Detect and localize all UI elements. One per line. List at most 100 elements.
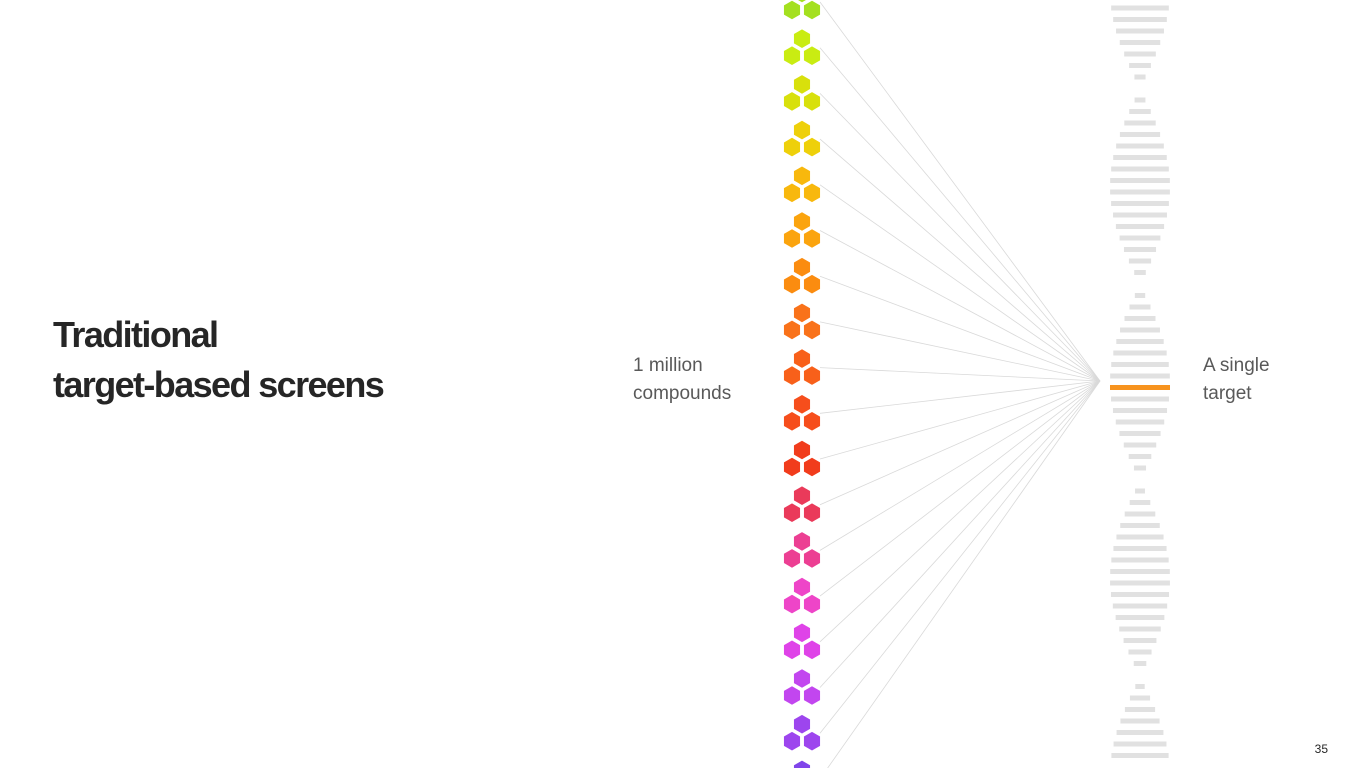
helix-rung (1129, 63, 1151, 68)
connection-line (819, 184, 1101, 382)
hexagon (783, 0, 801, 20)
connection-line (819, 230, 1101, 382)
slide-title-line-1: Traditional (53, 314, 219, 355)
helix-rung (1120, 327, 1160, 333)
hexagon (798, 0, 806, 3)
compound-hexagon-cluster-icon (783, 486, 821, 522)
hexagon (783, 503, 801, 522)
hexagon (793, 303, 811, 323)
hexagon (783, 412, 801, 431)
helix-rung (1110, 569, 1170, 574)
hexagon (803, 640, 821, 660)
helix-rung (1110, 592, 1170, 597)
connection-line (819, 138, 1101, 382)
hexagon (783, 229, 801, 248)
helix-rung (1110, 580, 1170, 586)
target-label-line-2: target (1203, 383, 1252, 404)
helix-rung (1116, 339, 1164, 344)
hexagon (803, 0, 821, 20)
helix-rung (1113, 155, 1167, 160)
hexagon (803, 320, 821, 340)
hexagon (803, 274, 821, 294)
compounds-label-line-1: 1 million (633, 355, 703, 376)
dna-helix-icon (1110, 5, 1170, 758)
hexagon (783, 183, 801, 203)
hexagon (783, 137, 801, 157)
hexagon (783, 457, 801, 477)
connection-line (819, 380, 1101, 506)
hexagon (803, 46, 821, 65)
helix-rung (1115, 615, 1165, 620)
hexagon (783, 274, 801, 294)
helix-rung (1116, 143, 1164, 149)
hexagon (783, 92, 801, 111)
helix-rung (1124, 707, 1156, 712)
helix-rung (1124, 511, 1156, 517)
helix-rung (1119, 431, 1161, 436)
helix-rung (1110, 373, 1170, 379)
helix-rung (1119, 235, 1161, 241)
compound-hexagon-cluster-icon (783, 29, 821, 65)
hexagon (783, 549, 801, 568)
helix-rung (1113, 17, 1167, 22)
hexagon (793, 395, 811, 414)
connection-line (819, 380, 1101, 643)
connection-line (819, 1, 1101, 382)
helix-rung (1123, 442, 1157, 448)
hexagon (803, 549, 821, 568)
hexagon (783, 686, 801, 705)
slide-title-line-2: target-based screens (53, 364, 385, 405)
helix-rung (1129, 695, 1151, 701)
helix-rung (1128, 649, 1152, 655)
helix-rung (1116, 534, 1164, 540)
helix-rung (1133, 661, 1147, 666)
hexagon (793, 760, 811, 768)
helix-rung (1111, 201, 1169, 206)
hexagon (793, 257, 811, 277)
helix-rung (1116, 730, 1164, 735)
hexagon (803, 229, 821, 248)
helix-rung (1110, 189, 1170, 195)
hexagon (793, 577, 811, 597)
helix-rung (1135, 684, 1145, 689)
connection-line (819, 380, 1101, 551)
hexagon (783, 594, 801, 614)
connection-line (819, 47, 1101, 382)
helix-rung (1134, 270, 1146, 275)
connection-line (819, 367, 1101, 382)
helix-rung (1135, 488, 1145, 494)
page-number: 35 (1314, 742, 1328, 756)
helix-rung (1119, 132, 1161, 137)
helix-rung (1123, 247, 1157, 252)
compound-hexagon-cluster-icon (783, 257, 821, 294)
connection-line (819, 380, 1101, 414)
compound-hexagon-cluster-icon (783, 440, 821, 477)
hexagon (793, 166, 811, 186)
compound-hexagon-cluster-icon (783, 166, 821, 203)
hexagon (793, 440, 811, 460)
helix-rung (1113, 741, 1167, 747)
compound-hexagon-cluster-icon (783, 714, 821, 751)
hexagon (793, 532, 811, 551)
hexagon (783, 366, 801, 385)
connection-line (819, 380, 1101, 460)
hexagon (803, 503, 821, 522)
hexagon (783, 640, 801, 660)
compound-hexagon-cluster-icon (783, 349, 821, 385)
connection-line (827, 380, 1101, 768)
helix-rung (1134, 97, 1146, 103)
compound-hexagon-cluster-icon (783, 395, 821, 431)
connection-line (819, 380, 1101, 734)
helix-rung (1134, 74, 1146, 80)
hexagon (803, 137, 821, 157)
compounds-label-line-2: compounds (633, 383, 732, 404)
hexagon (803, 594, 821, 614)
connection-line (819, 275, 1101, 382)
compounds-label: 1 million compounds (633, 352, 731, 408)
helix-rung (1111, 557, 1169, 563)
compound-hexagon-cluster-icon (783, 669, 821, 705)
helix-rung (1128, 258, 1152, 264)
target-label-line-1: A single (1203, 355, 1270, 376)
helix-rung (1129, 109, 1151, 114)
